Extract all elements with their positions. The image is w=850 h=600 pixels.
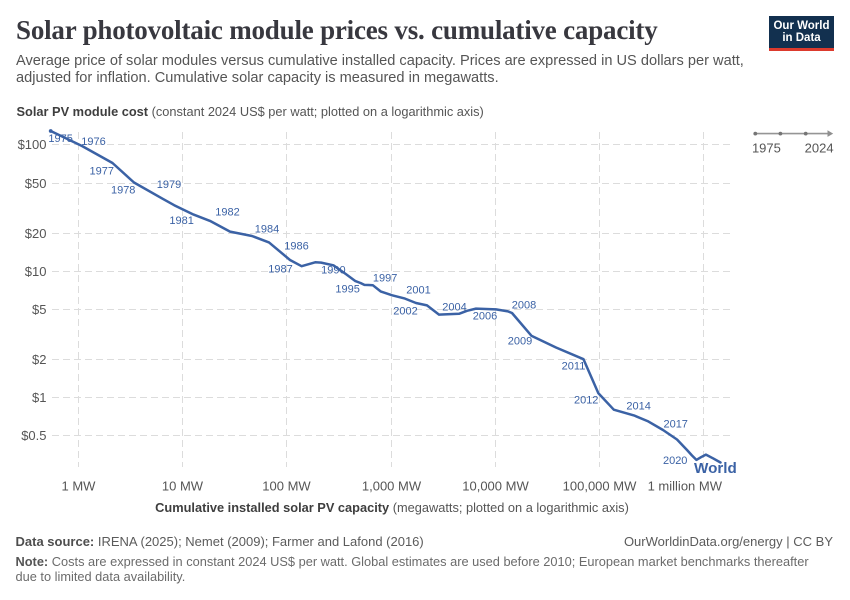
svg-text:1997: 1997 bbox=[373, 272, 397, 284]
svg-text:1,000 MW: 1,000 MW bbox=[362, 479, 422, 494]
svg-text:1975: 1975 bbox=[48, 133, 72, 145]
svg-text:$10: $10 bbox=[25, 264, 47, 279]
svg-text:100 MW: 100 MW bbox=[262, 479, 311, 494]
svg-text:10,000 MW: 10,000 MW bbox=[462, 479, 529, 494]
svg-text:1978: 1978 bbox=[111, 185, 135, 197]
svg-text:2008: 2008 bbox=[512, 299, 536, 311]
svg-text:1979: 1979 bbox=[157, 179, 181, 191]
svg-text:1 MW: 1 MW bbox=[62, 479, 97, 494]
svg-text:1976: 1976 bbox=[81, 136, 105, 148]
svg-text:2006: 2006 bbox=[473, 310, 497, 322]
svg-text:$2: $2 bbox=[32, 352, 46, 367]
svg-text:1987: 1987 bbox=[268, 263, 292, 275]
svg-text:2009: 2009 bbox=[508, 335, 532, 347]
svg-text:1986: 1986 bbox=[284, 240, 308, 252]
svg-text:1990: 1990 bbox=[321, 265, 345, 277]
svg-text:2004: 2004 bbox=[442, 301, 466, 313]
svg-text:2024: 2024 bbox=[805, 141, 834, 156]
svg-text:2001: 2001 bbox=[406, 284, 430, 296]
svg-text:2014: 2014 bbox=[626, 401, 650, 413]
svg-text:10 MW: 10 MW bbox=[162, 479, 204, 494]
svg-text:2017: 2017 bbox=[663, 418, 687, 430]
svg-text:1975: 1975 bbox=[752, 141, 781, 156]
svg-text:2012: 2012 bbox=[574, 394, 598, 406]
svg-text:$5: $5 bbox=[32, 302, 46, 317]
svg-text:$100: $100 bbox=[18, 137, 47, 152]
svg-text:1995: 1995 bbox=[335, 283, 359, 295]
svg-text:2011: 2011 bbox=[562, 360, 586, 372]
svg-text:2002: 2002 bbox=[393, 305, 417, 317]
svg-text:$0.5: $0.5 bbox=[21, 428, 46, 443]
svg-text:$50: $50 bbox=[25, 176, 47, 191]
svg-text:1977: 1977 bbox=[90, 166, 114, 178]
svg-text:100,000 MW: 100,000 MW bbox=[563, 479, 637, 494]
svg-text:1984: 1984 bbox=[255, 223, 279, 235]
svg-text:1981: 1981 bbox=[169, 215, 193, 227]
svg-text:$1: $1 bbox=[32, 390, 46, 405]
svg-text:1982: 1982 bbox=[215, 206, 239, 218]
svg-text:1 million MW: 1 million MW bbox=[648, 479, 723, 494]
svg-text:$20: $20 bbox=[25, 226, 47, 241]
svg-text:World: World bbox=[694, 460, 737, 477]
svg-text:2020: 2020 bbox=[663, 455, 687, 467]
